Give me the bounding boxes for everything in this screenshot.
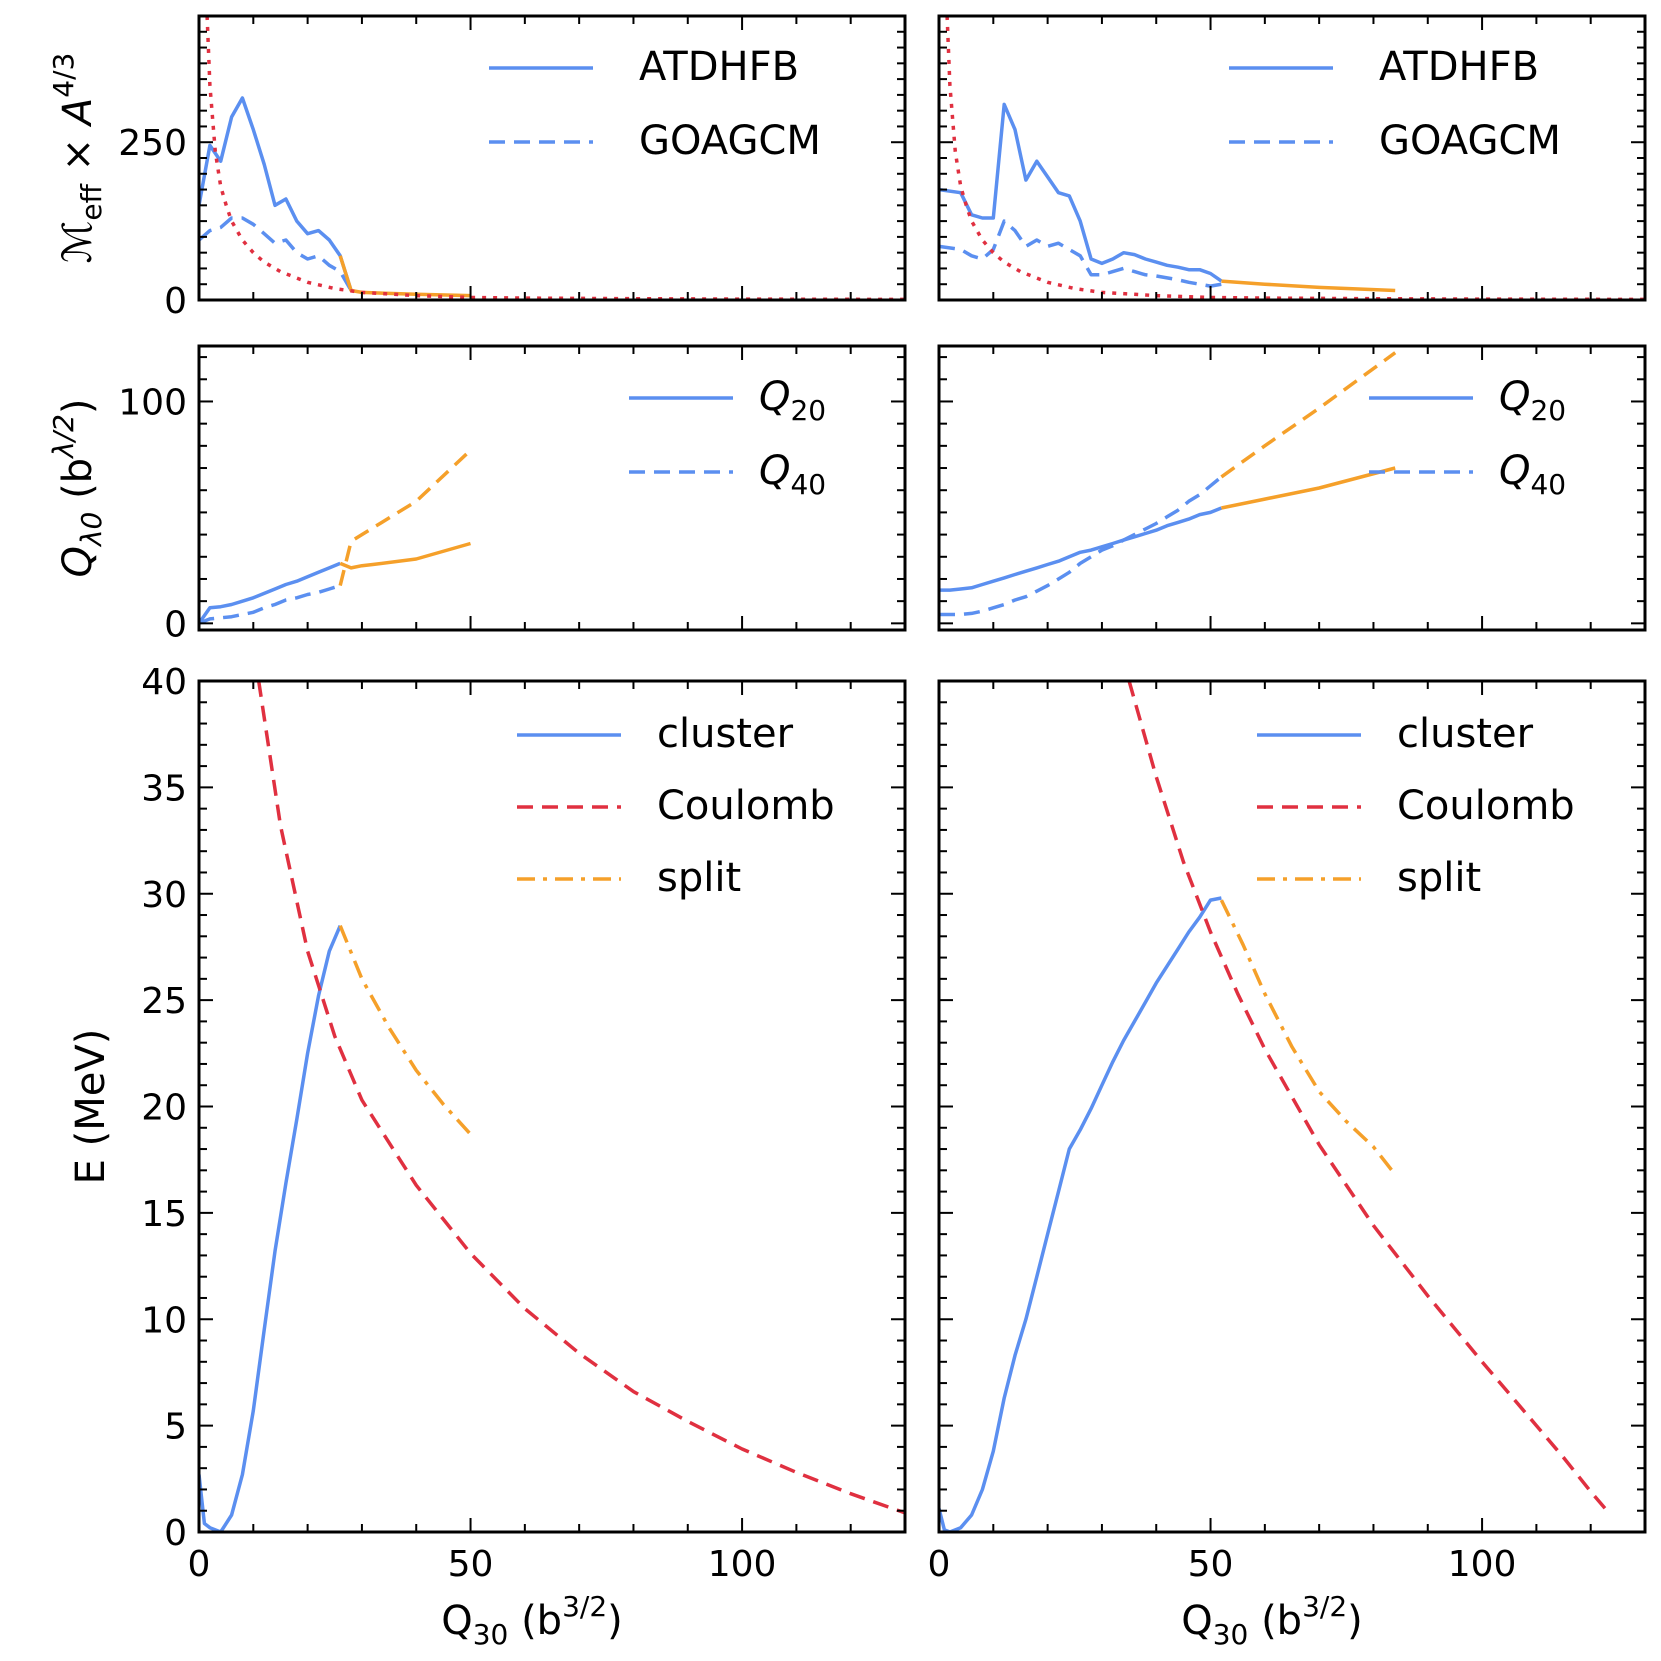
panel-4: 0 5 10 15 20 25 30 35 40 0 50 100 cluster Coulomb spli…: [68, 662, 907, 1651]
plot-frame: [197, 344, 907, 632]
y-tick-label: 15: [141, 1194, 187, 1235]
legend-label: GOAGCM: [1379, 118, 1561, 164]
series-line-5-2: [1219, 899, 1397, 1176]
x-tick-label: 0: [188, 1544, 211, 1585]
legend-label: ATDHFB: [1379, 44, 1539, 90]
y-tick-label: 20: [141, 1088, 187, 1129]
legend-label: Q20: [759, 374, 826, 427]
x-tick-label: 100: [1448, 1544, 1517, 1585]
legend-label: split: [657, 855, 741, 901]
series-line-1-0: [939, 102, 1223, 283]
panel-2: 0 100 Q20 Q40 Qλ0 (bλ/2): [47, 344, 907, 645]
series-line-0-0: [199, 96, 353, 292]
series-line-5-1: [1127, 681, 1609, 1512]
legend-label: cluster: [657, 711, 794, 757]
legend-label: Coulomb: [1397, 783, 1575, 829]
y-axis-label: E (MeV): [68, 1029, 114, 1185]
y-axis-label: Qλ0 (bλ/2): [47, 398, 108, 577]
legend-label: Q40: [1499, 448, 1566, 501]
legend-label: Q20: [1499, 374, 1566, 427]
y-tick-label: 0: [164, 1513, 187, 1554]
y-tick-label: 25: [141, 981, 187, 1022]
x-tick-label: 0: [928, 1544, 951, 1585]
x-tick-label: 100: [708, 1544, 777, 1585]
y-tick-label: 0: [164, 281, 187, 322]
series-line-2-2: [339, 541, 471, 570]
series-line-4-1: [256, 681, 905, 1515]
y-tick-label: 0: [164, 604, 187, 645]
x-axis-label: Q30 (b3/2): [441, 1590, 623, 1651]
series-line-3-2: [1221, 466, 1396, 510]
x-tick-label: 50: [448, 1544, 494, 1585]
series-line-0-1: [199, 216, 353, 292]
y-tick-label: 30: [141, 875, 187, 916]
y-tick-label: 5: [164, 1407, 187, 1448]
plot-frame: [937, 344, 1647, 632]
x-axis-label: Q30 (b3/2): [1181, 1590, 1363, 1651]
legend-label: Q40: [759, 448, 826, 501]
series-line-2-3: [338, 449, 472, 587]
legend-label: Coulomb: [657, 783, 835, 829]
series-line-2-0: [199, 561, 341, 625]
y-tick-label: 100: [118, 382, 187, 423]
y-tick-label: 40: [141, 662, 187, 703]
panel-5: 0 50 100 cluster Coulomb split Q30 (b3/2): [928, 679, 1647, 1651]
y-tick-label: 250: [118, 123, 187, 164]
panel-1: ATDHFB GOAGCM: [937, 14, 1647, 302]
series-line-1-1: [939, 219, 1222, 288]
series-line-3-0: [939, 506, 1223, 592]
series-line-5-0: [939, 896, 1222, 1532]
panel-0: 0 250 ATDHFB GOAGCM ℳeff × A4/3: [47, 14, 907, 322]
series-line-1-2: [1221, 279, 1396, 293]
legend-label: GOAGCM: [639, 118, 821, 164]
series-line-3-1: [939, 475, 1223, 617]
x-tick-label: 50: [1188, 1544, 1234, 1585]
legend-label: cluster: [1397, 711, 1534, 757]
series-line-4-0: [199, 925, 342, 1532]
y-axis-label: ℳeff × A4/3: [47, 53, 108, 264]
legend-label: split: [1397, 855, 1481, 901]
series-line-3-3: [1220, 351, 1397, 479]
legend-label: ATDHFB: [639, 44, 799, 90]
y-tick-label: 10: [141, 1300, 187, 1341]
series-line-4-2: [338, 925, 472, 1136]
series-line-0-2: [338, 255, 471, 298]
y-tick-label: 35: [141, 768, 187, 809]
